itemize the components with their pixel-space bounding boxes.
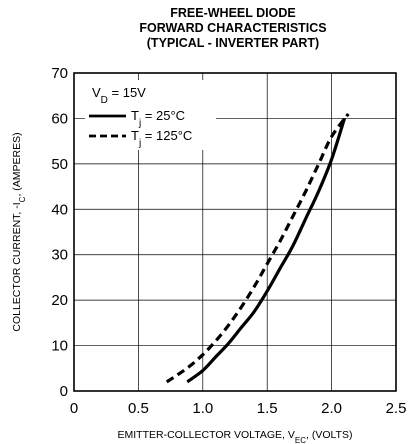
y-tick-label: 30 — [51, 247, 68, 264]
title-line-2: FORWARD CHARACTERISTICS — [139, 21, 326, 35]
y-tick-label: 70 — [51, 65, 68, 82]
x-tick-label: 2.5 — [386, 400, 407, 417]
legend: VD = 15V Tj = 25°C Tj = 125°C — [85, 80, 216, 150]
series-line-0 — [186, 117, 347, 384]
x-tick-label: 0 — [70, 400, 78, 417]
y-tick-label: 50 — [51, 156, 68, 173]
chart-title: FREE-WHEEL DIODE FORWARD CHARACTERISTICS… — [139, 6, 326, 50]
x-axis-label: EMITTER-COLLECTOR VOLTAGE, VEC, (VOLTS) — [118, 429, 353, 444]
legend-label-25c: Tj = 25°C — [131, 108, 185, 129]
series-line-1 — [165, 112, 350, 384]
y-tick-label: 0 — [60, 383, 68, 400]
y-tick-label: 20 — [51, 292, 68, 309]
x-tick-label: 0.5 — [128, 400, 149, 417]
x-tick-labels: 0 0.5 1.0 1.5 2.0 2.5 — [70, 400, 407, 417]
y-tick-labels: 0 10 20 30 40 50 60 70 — [51, 65, 68, 400]
y-axis-label: COLLECTOR CURRENT, -IC, (AMPERES) — [11, 132, 27, 331]
series-lines — [165, 112, 350, 384]
legend-label-125c: Tj = 125°C — [131, 128, 192, 149]
plot-frame — [73, 72, 397, 392]
x-tick-label: 2.0 — [321, 400, 342, 417]
y-tick-label: 60 — [51, 110, 68, 127]
legend-condition: VD = 15V — [92, 85, 146, 106]
title-line-3: (TYPICAL - INVERTER PART) — [147, 36, 319, 50]
y-tick-label: 10 — [51, 338, 68, 355]
title-line-1: FREE-WHEEL DIODE — [170, 6, 295, 20]
x-tick-label: 1.0 — [192, 400, 213, 417]
x-tick-label: 1.5 — [257, 400, 278, 417]
y-tick-label: 40 — [51, 201, 68, 218]
